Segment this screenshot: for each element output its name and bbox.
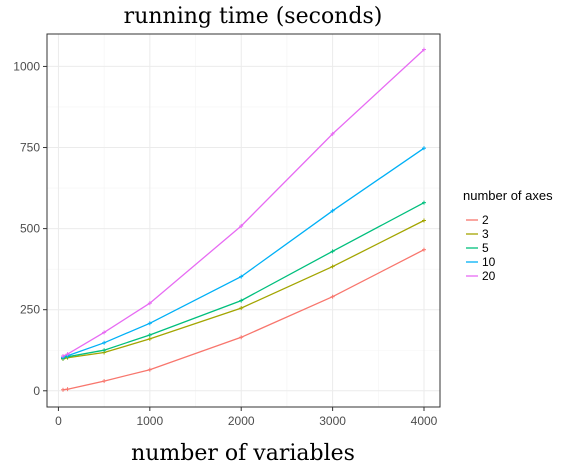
y-tick-label: 1000: [13, 59, 40, 73]
x-axis-title: number of variables: [131, 441, 355, 466]
data-point-3: [330, 264, 335, 269]
data-point-2: [422, 247, 427, 252]
data-point-2: [239, 335, 244, 340]
y-tick-label: 250: [20, 303, 40, 317]
data-point-20: [102, 330, 107, 335]
data-point-10: [147, 321, 152, 326]
series-line-5: [62, 202, 425, 359]
data-point-3: [147, 336, 152, 341]
data-point-5: [330, 249, 335, 254]
data-points: [60, 47, 427, 392]
data-point-20: [330, 131, 335, 136]
data-point-20: [239, 224, 244, 229]
y-tick-label: 0: [33, 384, 40, 398]
axis-ticks: 0 1000 2000 3000 4000 0 250 500 750 1000: [13, 59, 437, 428]
series-line-3: [62, 219, 425, 360]
legend-label-20: 20: [482, 269, 496, 283]
data-point-5: [102, 348, 107, 353]
data-point-10: [102, 340, 107, 345]
data-point-10: [330, 208, 335, 213]
data-point-20: [60, 354, 65, 359]
data-point-10: [239, 274, 244, 279]
legend-label-2: 2: [482, 213, 489, 227]
plot-panel: [46, 33, 441, 408]
data-point-3: [239, 306, 244, 311]
legend-label-5: 5: [482, 241, 489, 255]
data-point-5: [422, 200, 427, 205]
data-point-2: [102, 379, 107, 384]
x-tick-label: 2000: [228, 414, 255, 428]
legend-label-10: 10: [482, 255, 496, 269]
series-lines: [62, 49, 425, 391]
data-point-2: [60, 387, 65, 392]
x-tick-label: 0: [55, 414, 62, 428]
y-tick-label: 750: [20, 141, 40, 155]
data-point-10: [422, 146, 427, 151]
x-tick-label: 1000: [136, 414, 163, 428]
data-point-20: [147, 301, 152, 306]
y-tick-label: 500: [20, 222, 40, 236]
data-point-20: [422, 47, 427, 52]
legend-title: number of axes: [463, 188, 553, 203]
data-point-5: [147, 332, 152, 337]
data-point-2: [65, 387, 70, 392]
chart-title: running time (seconds): [124, 4, 383, 29]
data-point-3: [422, 218, 427, 223]
data-point-2: [147, 367, 152, 372]
data-point-2: [330, 294, 335, 299]
series-line-2: [62, 249, 425, 391]
data-point-5: [239, 298, 244, 303]
x-tick-label: 4000: [411, 414, 438, 428]
series-line-10: [62, 147, 425, 359]
legend-label-3: 3: [482, 227, 489, 241]
x-tick-label: 3000: [319, 414, 346, 428]
data-point-20: [65, 352, 70, 357]
